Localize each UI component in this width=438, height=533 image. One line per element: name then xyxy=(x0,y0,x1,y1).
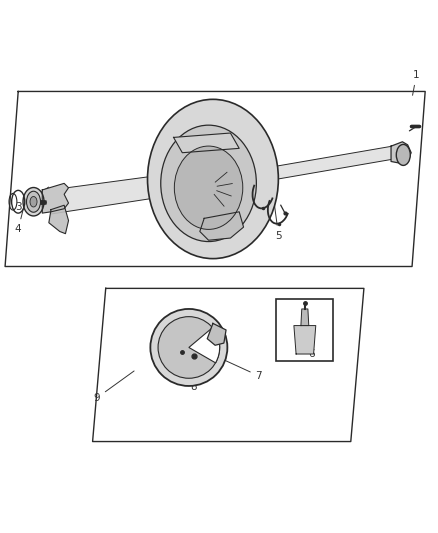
Text: 9: 9 xyxy=(93,371,134,403)
Text: 5: 5 xyxy=(274,206,281,241)
Ellipse shape xyxy=(26,191,40,212)
Text: 6: 6 xyxy=(305,322,314,359)
Polygon shape xyxy=(49,205,68,233)
Polygon shape xyxy=(199,212,243,240)
Text: 4: 4 xyxy=(15,206,24,235)
Ellipse shape xyxy=(23,188,44,216)
Bar xyxy=(276,300,332,361)
Polygon shape xyxy=(51,175,164,214)
Circle shape xyxy=(158,317,219,378)
Ellipse shape xyxy=(396,144,410,165)
Polygon shape xyxy=(42,183,68,213)
Polygon shape xyxy=(293,326,315,354)
Ellipse shape xyxy=(147,99,278,259)
Polygon shape xyxy=(207,324,226,345)
Polygon shape xyxy=(300,309,308,326)
Text: 3: 3 xyxy=(15,187,49,213)
Ellipse shape xyxy=(160,125,256,241)
Polygon shape xyxy=(265,146,392,181)
Ellipse shape xyxy=(174,146,242,229)
Circle shape xyxy=(150,309,227,386)
Text: 8: 8 xyxy=(184,357,196,392)
Text: 2: 2 xyxy=(187,106,199,141)
Polygon shape xyxy=(390,142,410,164)
Text: 1: 1 xyxy=(412,70,419,95)
Ellipse shape xyxy=(30,197,37,207)
Polygon shape xyxy=(173,133,239,153)
Text: 7: 7 xyxy=(208,353,261,381)
Wedge shape xyxy=(188,328,219,363)
